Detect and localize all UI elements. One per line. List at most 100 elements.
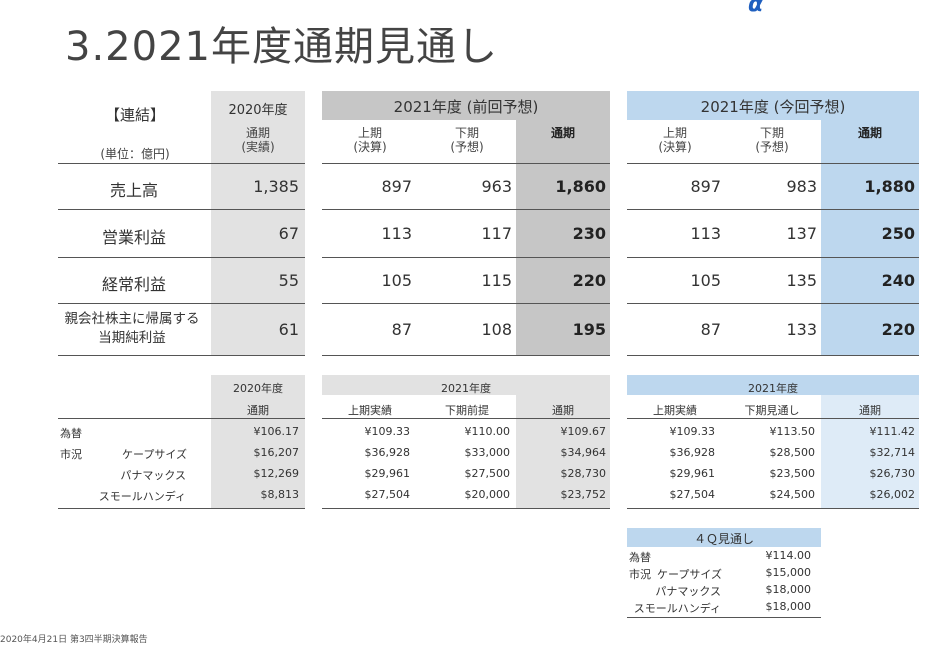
cell: ¥113.50 xyxy=(769,425,816,438)
bg-cur-header xyxy=(627,375,919,395)
cell: 87 xyxy=(700,320,721,339)
cell: $15,000 xyxy=(765,566,812,579)
cell: ¥109.33 xyxy=(364,425,411,438)
cell: $36,928 xyxy=(669,446,716,459)
cell: $26,002 xyxy=(869,488,916,501)
company-logo: α xyxy=(748,0,764,17)
cell: $32,714 xyxy=(869,446,916,459)
subhead: 通期 xyxy=(247,404,269,417)
cell: 230 xyxy=(572,224,606,243)
row-label: スモールハンディ xyxy=(98,490,186,503)
subhead: 上期実績 xyxy=(348,404,392,417)
row-label: パナマックス xyxy=(120,469,186,482)
page-title: 3.2021年度通期見通し xyxy=(65,24,498,70)
cell: $24,500 xyxy=(769,488,816,501)
corner-label: 【連結】 xyxy=(104,106,165,124)
subhead-prev-h2: 下期 (予想) xyxy=(450,126,484,154)
cell: $27,504 xyxy=(669,488,716,501)
row-label: スモールハンディ xyxy=(633,602,721,615)
cell: $20,000 xyxy=(464,488,511,501)
subhead: 上期実績 xyxy=(653,404,697,417)
group-cur: 2021年度 xyxy=(748,382,798,395)
bg-prev-header xyxy=(322,91,610,120)
subhead-prev-h1: 上期 (決算) xyxy=(353,126,387,154)
subhead: 下期前提 xyxy=(445,404,489,417)
group-2020: 2020年度 xyxy=(233,382,283,395)
cell: ¥111.42 xyxy=(869,425,916,438)
row-label: 為替 xyxy=(629,551,651,564)
subhead-prev-full: 通期 xyxy=(550,126,575,140)
cell: 963 xyxy=(481,177,512,196)
bg-2020 xyxy=(211,91,305,355)
cell: 1,860 xyxy=(555,177,606,196)
subhead-2020-full: 通期 (実績) xyxy=(241,126,275,154)
subhead-cur-full: 通期 xyxy=(857,126,882,140)
cell: 55 xyxy=(278,271,299,290)
q4-header: ４Ｑ見通し xyxy=(693,532,754,546)
row-label: ケープサイズ xyxy=(657,568,723,581)
cell: 133 xyxy=(786,320,817,339)
market-label: 市況 xyxy=(60,448,82,461)
cell: 240 xyxy=(881,271,915,290)
row-label: 為替 xyxy=(60,427,82,440)
cell: 250 xyxy=(881,224,915,243)
cell: 220 xyxy=(572,271,606,290)
group-cur: 2021年度 (今回予想) xyxy=(700,98,846,116)
subhead-cur-h2: 下期 (予想) xyxy=(755,126,789,154)
q4-header-bg xyxy=(627,528,821,547)
cell: 983 xyxy=(786,177,817,196)
bg-prev-header xyxy=(322,375,610,395)
bg-prev-full xyxy=(516,120,610,355)
cell: 195 xyxy=(572,320,606,339)
cell: ¥114.00 xyxy=(765,549,812,562)
row-label: パナマックス xyxy=(655,585,721,598)
cell: 67 xyxy=(278,224,299,243)
cell: ¥109.67 xyxy=(560,425,607,438)
row-label: 営業利益 xyxy=(101,228,166,247)
cell: 87 xyxy=(391,320,412,339)
cell: $27,500 xyxy=(464,467,511,480)
cell: $36,928 xyxy=(364,446,411,459)
cell: ¥109.33 xyxy=(669,425,716,438)
subhead: 通期 xyxy=(859,404,881,417)
row-label: 売上高 xyxy=(109,181,158,200)
cell: 220 xyxy=(881,320,915,339)
subhead: 通期 xyxy=(552,404,574,417)
bg-cur-full xyxy=(821,120,919,355)
cell: $33,000 xyxy=(464,446,511,459)
row-label: ケープサイズ xyxy=(122,448,188,461)
row-label: 経常利益 xyxy=(101,275,166,294)
cell: 897 xyxy=(690,177,721,196)
cell: 108 xyxy=(481,320,512,339)
group-prev: 2021年度 (前回予想) xyxy=(393,98,539,116)
cell: ¥110.00 xyxy=(464,425,511,438)
cell: 137 xyxy=(786,224,817,243)
cell: $29,961 xyxy=(669,467,716,480)
cell: 897 xyxy=(381,177,412,196)
bg-2020 xyxy=(211,375,305,508)
cell: 113 xyxy=(381,224,412,243)
cell: $26,730 xyxy=(869,467,916,480)
unit-label: (単位：億円) xyxy=(100,147,170,161)
row-label: 親会社株主に帰属する 当期純利益 xyxy=(64,311,200,346)
cell: 113 xyxy=(690,224,721,243)
subhead: 下期見通し xyxy=(744,404,800,417)
cell: $27,504 xyxy=(364,488,411,501)
bg-prev-full xyxy=(516,395,610,508)
cell: 1,385 xyxy=(253,177,299,196)
cell: $23,500 xyxy=(769,467,816,480)
cell: 61 xyxy=(278,320,299,339)
subhead-cur-h1: 上期 (決算) xyxy=(658,126,692,154)
cell: 117 xyxy=(481,224,512,243)
cell: $23,752 xyxy=(560,488,607,501)
footnote: 2020年4月21日 第3四半期決算報告 xyxy=(0,635,148,645)
cell: $28,730 xyxy=(560,467,607,480)
cell: ¥106.17 xyxy=(253,425,300,438)
cell: 115 xyxy=(481,271,512,290)
bg-cur-header xyxy=(627,91,919,120)
group-2020: 2020年度 xyxy=(228,103,288,118)
cell: 135 xyxy=(786,271,817,290)
cell: $18,000 xyxy=(765,600,812,613)
market-label: 市況 xyxy=(629,568,651,581)
cell: $18,000 xyxy=(765,583,812,596)
